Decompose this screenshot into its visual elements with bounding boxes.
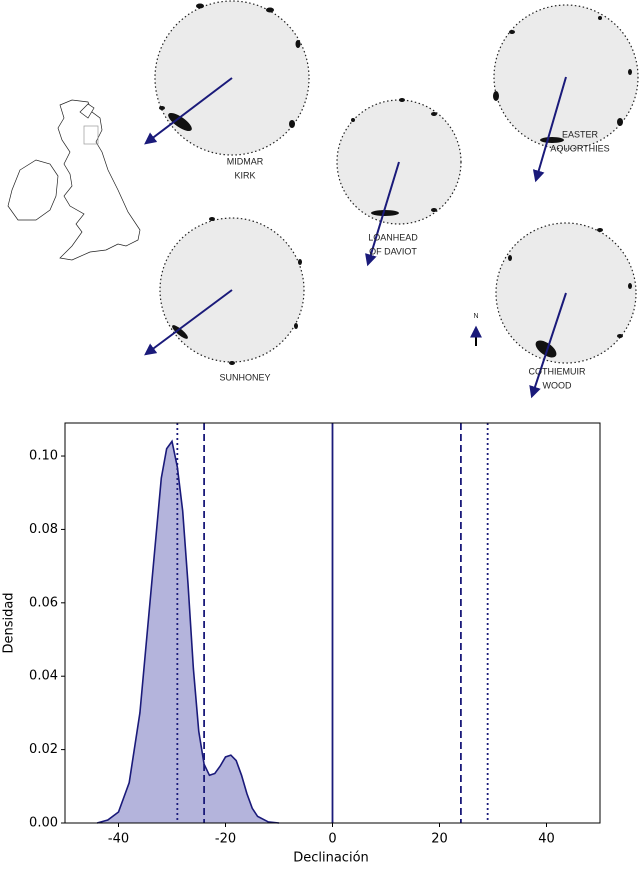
y-tick-label: 0.02 [29,742,58,757]
y-tick-label: 0.00 [29,816,58,831]
x-tick-label: 40 [538,832,555,847]
site-label: OF DAVIOT [369,246,417,256]
y-tick-label: 0.08 [29,522,58,537]
y-axis-label: Densidad [2,592,17,653]
x-tick-label: 20 [431,832,448,847]
site-diagrams [144,0,639,399]
density-area [97,441,279,823]
y-tick-label: 0.10 [29,449,58,464]
site-label: COTHIEMUIR [529,366,586,376]
site-label: AQUORTHIES [550,143,609,153]
site-label: KIRK [234,170,255,180]
x-axis-label: Declinación [293,851,369,866]
density-line [96,439,280,824]
site-label: SUNHONEY [219,372,270,382]
site-labels: MIDMAR KIRK LOANHEAD OF DAVIOT EASTER AQ… [219,129,609,390]
x-tick-label: -40 [108,832,129,847]
site-label: LOANHEAD [368,232,418,242]
site-label: MIDMAR [227,156,264,166]
site-label: WOOD [543,380,572,390]
uk-map [7,99,141,261]
north-label: N [473,313,478,320]
x-tick-label: 0 [328,832,336,847]
x-tick-label: -20 [215,832,236,847]
y-tick-label: 0.06 [29,595,58,610]
site-label: EASTER [562,129,599,139]
chart: Declinación Densidad -40 -20 0 20 40 0.00 0.02… [2,422,601,866]
y-tick-label: 0.04 [29,669,58,684]
